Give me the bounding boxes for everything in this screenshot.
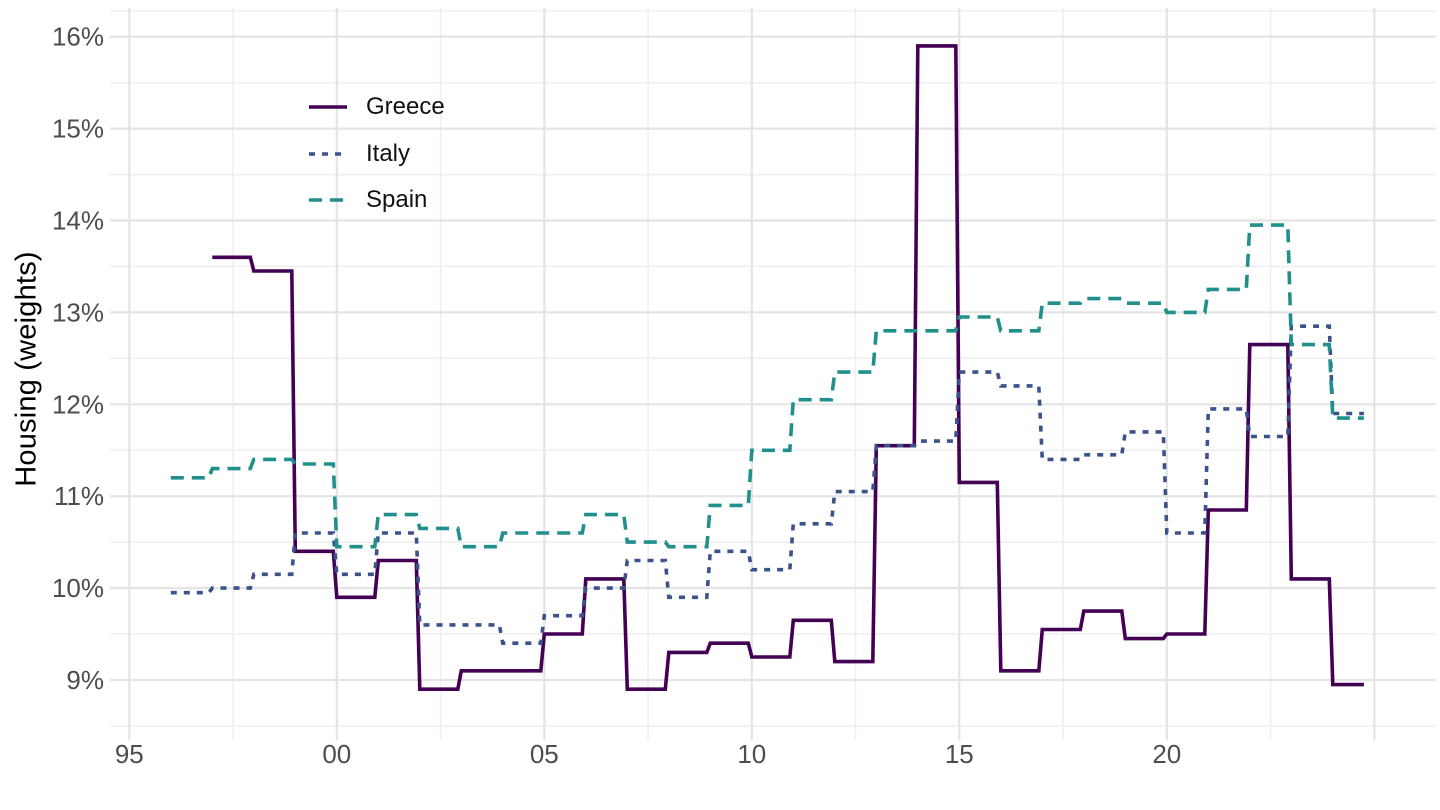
y-tick-label-9%: 9% <box>66 665 104 695</box>
x-tick-label-20: 20 <box>1152 739 1181 769</box>
y-tick-label-13%: 13% <box>52 297 104 327</box>
y-tick-label-15%: 15% <box>52 114 104 144</box>
x-tick-label-95: 95 <box>115 739 144 769</box>
y-tick-label-16%: 16% <box>52 22 104 52</box>
y-tick-label-12%: 12% <box>52 389 104 419</box>
y-axis-title: Housing (weights) <box>10 251 43 487</box>
x-tick-label-05: 05 <box>530 739 559 769</box>
series-line-spain <box>170 223 1364 549</box>
y-tick-label-10%: 10% <box>52 573 104 603</box>
y-tick-label-11%: 11% <box>54 481 104 511</box>
x-tick-label-10: 10 <box>737 739 766 769</box>
x-tick-label-15: 15 <box>945 739 974 769</box>
series-line-italy <box>170 324 1364 645</box>
y-tick-label-14%: 14% <box>52 206 104 236</box>
x-tick-label-00: 00 <box>322 739 351 769</box>
series-line-greece <box>212 44 1364 691</box>
